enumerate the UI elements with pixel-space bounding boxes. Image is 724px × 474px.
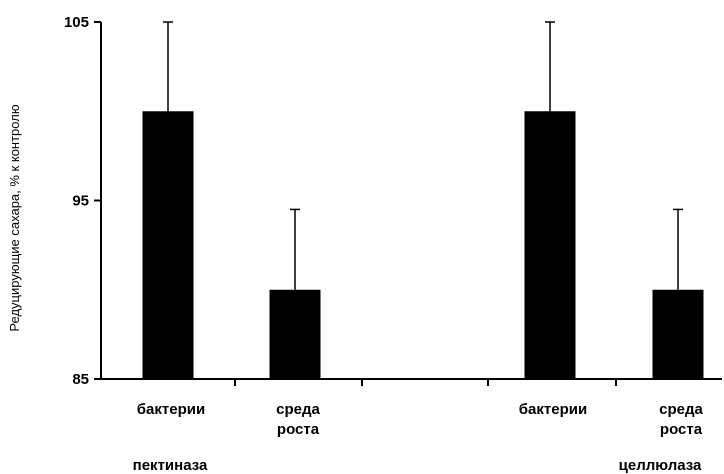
y-axis-label: Редуцирующие сахара, % к контролю — [7, 104, 22, 331]
y-tick-label: 95 — [72, 193, 89, 210]
bar — [524, 111, 576, 379]
bar — [142, 111, 194, 379]
category-label: роста — [277, 421, 320, 438]
bar — [652, 289, 704, 379]
group-label: пектиназа — [133, 457, 208, 474]
category-label: среда — [276, 401, 320, 418]
y-tick-label: 85 — [72, 371, 89, 388]
category-label: бактерии — [137, 401, 205, 418]
category-label: роста — [660, 421, 703, 438]
plot-area: 85 95 105 бактерии среда роста пектиназа бактер… — [64, 14, 722, 474]
y-tick-label: 105 — [64, 14, 89, 31]
bar — [269, 289, 321, 379]
category-label: среда — [659, 401, 703, 418]
group-label: целлюлаза — [619, 457, 702, 474]
category-label: бактерии — [519, 401, 587, 418]
